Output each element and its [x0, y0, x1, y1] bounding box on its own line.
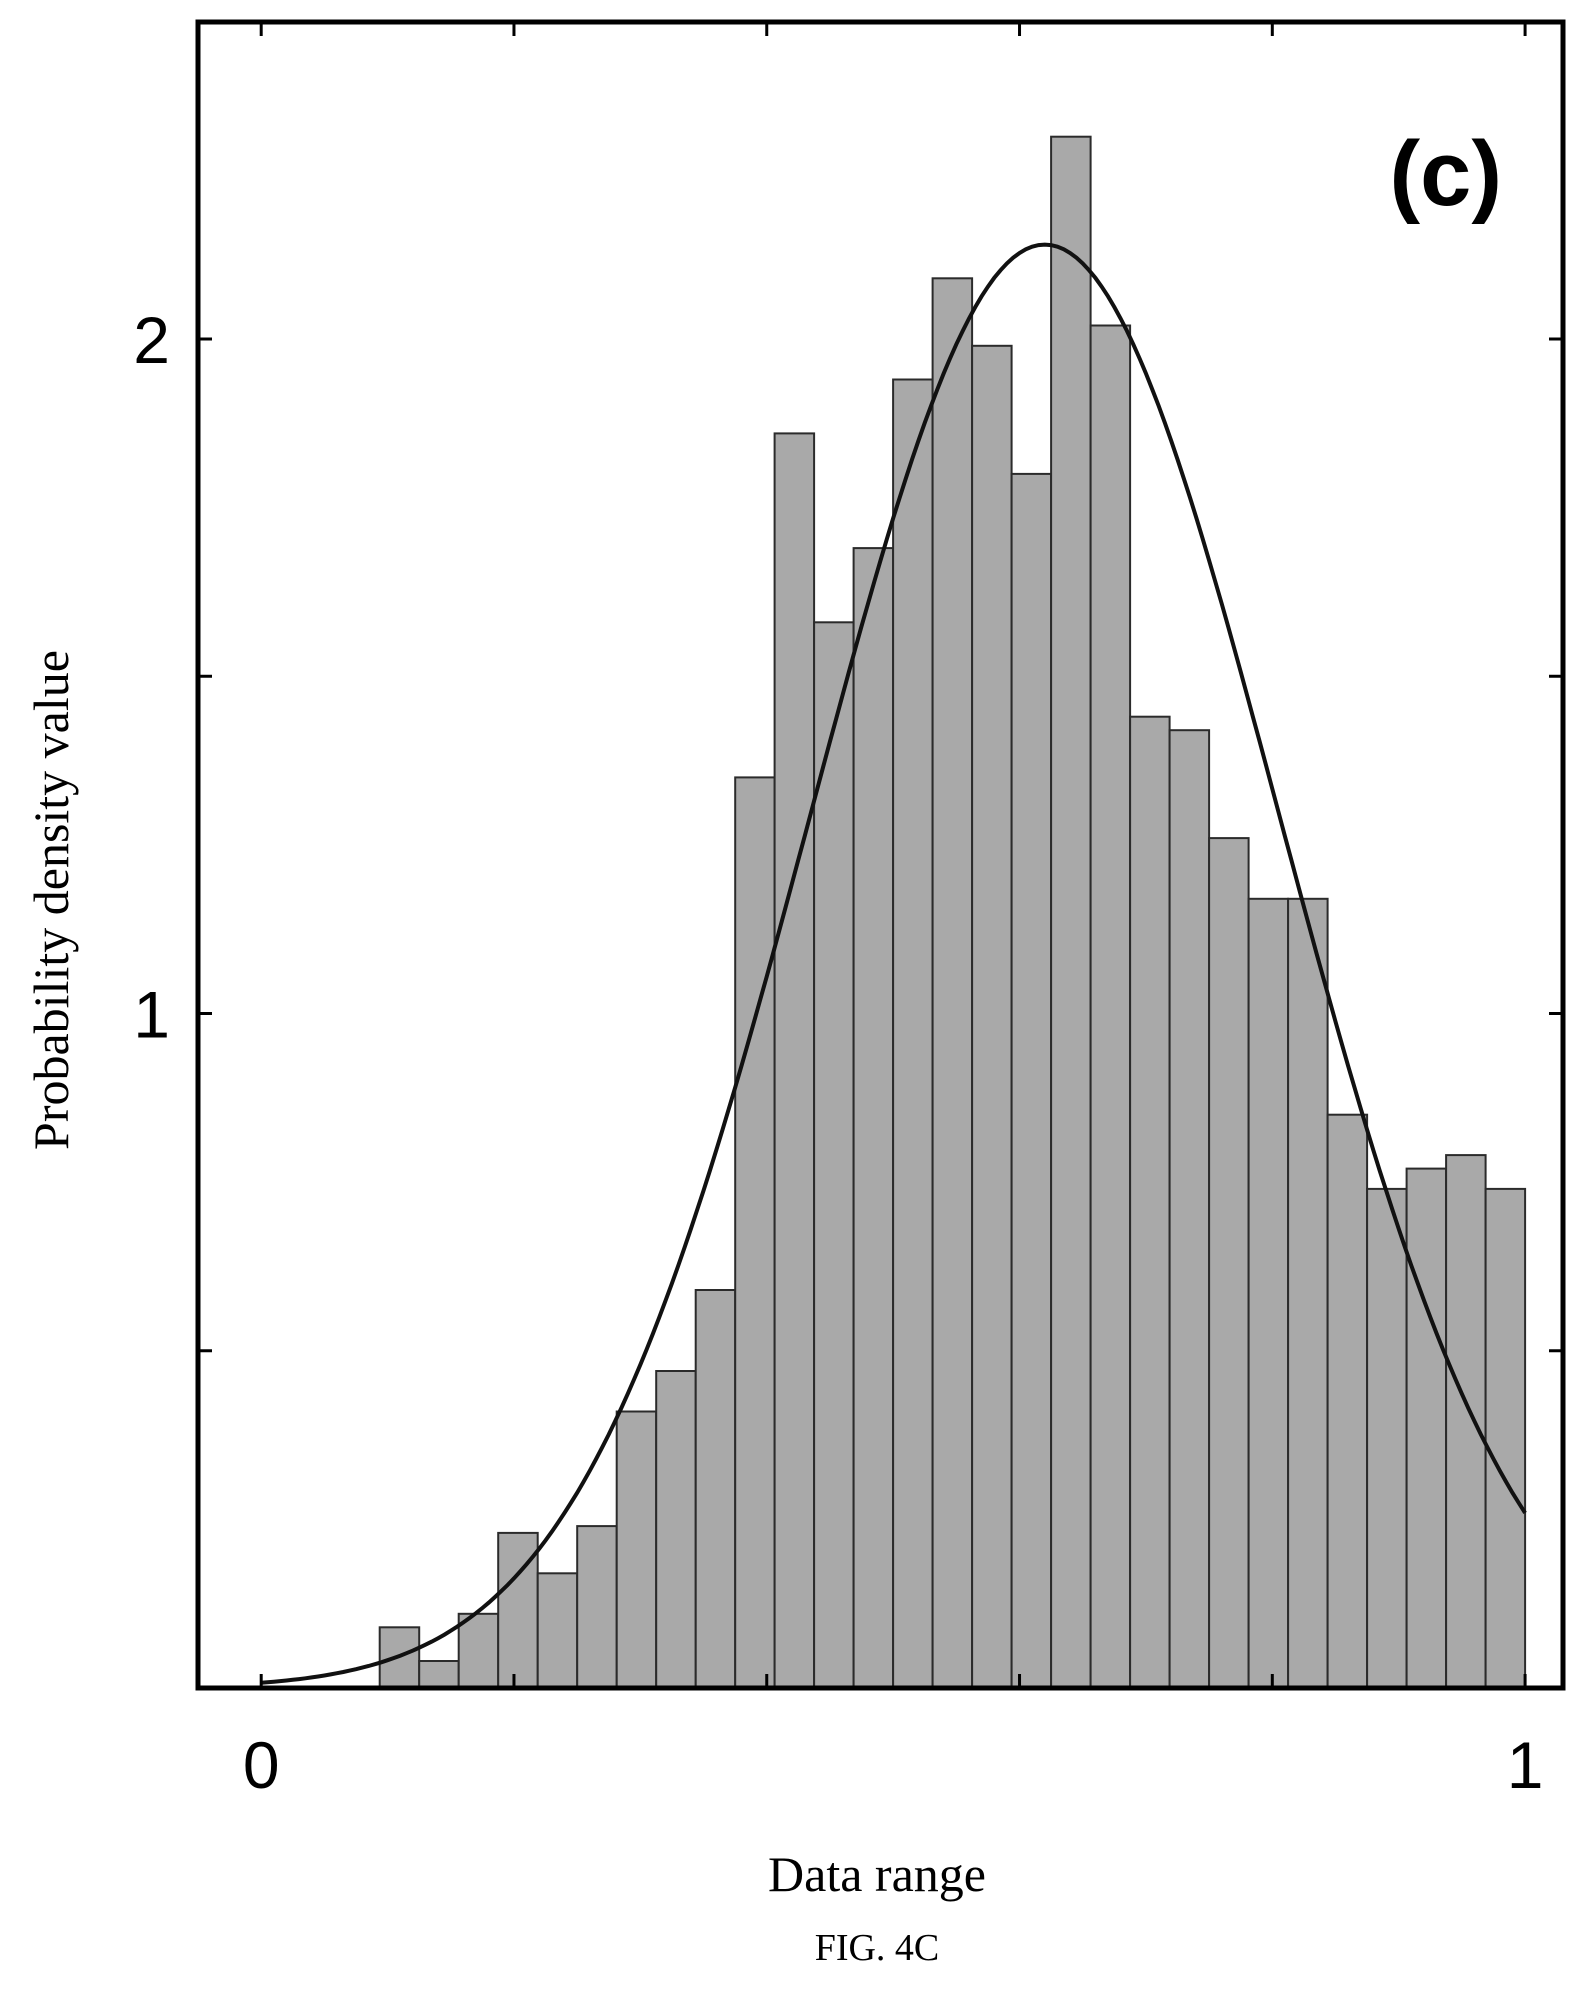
y-tick-label: 1: [133, 978, 170, 1052]
histogram-bar: [1366, 1187, 1408, 1690]
histogram-bar: [892, 378, 934, 1689]
x-axis-title: Data range: [768, 1846, 986, 1902]
histogram-bar: [1287, 897, 1329, 1689]
histogram-bars: [378, 135, 1527, 1690]
histogram-bar: [694, 1289, 737, 1689]
histogram-bar: [1247, 897, 1290, 1689]
axis-ticks: [198, 22, 1563, 1688]
histogram-bar: [655, 1370, 697, 1689]
histogram-bar: [734, 776, 776, 1689]
histogram-bar: [1405, 1167, 1448, 1689]
y-axis-title: Probability density value: [23, 650, 79, 1150]
histogram-bar: [971, 344, 1013, 1689]
histogram-bar: [457, 1612, 500, 1690]
y-tick-label: 2: [133, 303, 170, 377]
histogram-bar: [931, 277, 974, 1689]
histogram-bar: [615, 1410, 658, 1689]
histogram-bar: [1168, 729, 1211, 1689]
histogram-bar: [1010, 472, 1053, 1689]
tick-labels: 0 1 1 2: [133, 303, 1543, 1802]
histogram-bar: [1129, 715, 1171, 1689]
histogram-bar: [1208, 837, 1250, 1689]
histogram-bar: [536, 1572, 579, 1690]
histogram-bar: [418, 1660, 460, 1689]
figure-caption: FIG. 4C: [815, 1927, 940, 1969]
histogram-bar: [576, 1525, 618, 1689]
panel-label: (c): [1390, 123, 1502, 225]
histogram-bar: [1326, 1113, 1369, 1689]
histogram-bar: [1445, 1154, 1487, 1689]
histogram-bar: [1089, 324, 1132, 1689]
histogram-bar: [773, 432, 816, 1689]
x-tick-label: 1: [1507, 1728, 1544, 1802]
histogram-bar: [1050, 135, 1092, 1690]
fit-curve: [261, 242, 1527, 1685]
axes-frame: [195, 19, 1566, 1691]
x-tick-label: 0: [243, 1728, 280, 1802]
histogram-bar: [1484, 1187, 1527, 1690]
histogram-bar: [852, 547, 895, 1689]
